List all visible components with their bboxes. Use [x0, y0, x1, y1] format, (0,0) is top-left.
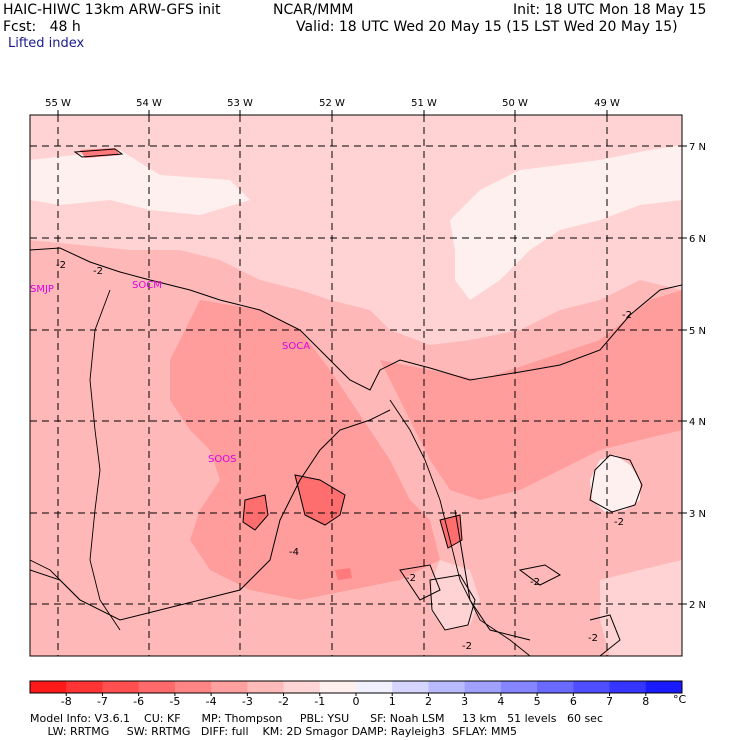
colorbar-tick-label: -6 [133, 695, 145, 708]
contour-label: -2 [530, 577, 540, 588]
colorbar-tick-label: -1 [314, 695, 326, 708]
colorbar-swatch [102, 681, 140, 693]
contour-label: -2 [614, 517, 624, 528]
forecast-hour: Fcst: 48 h [3, 19, 81, 35]
colorbar-swatch [392, 681, 429, 693]
valid-time: Valid: 18 UTC Wed 20 May 15 (15 LST Wed … [296, 19, 678, 35]
lon-label: 53 W [227, 98, 253, 109]
colorbar-tick-label: -4 [205, 695, 217, 708]
contour-labels: -2 -2 -2 -2 -4 -2 -2 -2 -2 -2 [56, 260, 632, 652]
colorbar-swatch [138, 681, 176, 693]
colorbar-tick-label: -7 [96, 695, 108, 708]
colorbar-swatch [319, 681, 357, 693]
colorbar-unit: °C [673, 693, 687, 706]
longitude-labels: 55 W 54 W 53 W 52 W 51 W 50 W 49 W [45, 98, 620, 109]
lon-label: 52 W [319, 98, 345, 109]
colorbar-tick-label: 6 [569, 695, 577, 708]
lon-label: 49 W [594, 98, 620, 109]
station-label: SOOS [208, 454, 236, 465]
field-name: Lifted index [8, 36, 85, 51]
contour-label: -2 [622, 310, 632, 321]
colorbar-tick-label: -2 [278, 695, 290, 708]
colorbar-swatch [464, 681, 502, 693]
colorbar-swatch [500, 681, 538, 693]
station-labels: SMJP SOCM SOCA SOOS [30, 280, 310, 465]
colorbar-swatch [645, 681, 683, 693]
colorbar-swatch [573, 681, 611, 693]
latitude-labels: 7 N 6 N 5 N 4 N 3 N 2 N [689, 142, 706, 611]
colorbar-tick-label: 2 [424, 695, 432, 708]
colorbar-swatch [609, 681, 647, 693]
contour-lines [30, 148, 682, 656]
model-title: HAIC-HIWC 13km ARW-GFS init [3, 2, 221, 18]
lat-label: 6 N [689, 234, 706, 245]
shaded-field [30, 115, 682, 656]
init-time: Init: 18 UTC Mon 18 May 15 [513, 2, 707, 18]
colorbar-swatch [537, 681, 574, 693]
lat-label: 4 N [689, 417, 706, 428]
colorbar-tick-label: 3 [461, 695, 469, 708]
lat-label: 3 N [689, 509, 706, 520]
colorbar-swatch [428, 681, 466, 693]
colorbar-tick-label: 1 [388, 695, 396, 708]
colorbar-swatch [30, 681, 67, 693]
contour-label: -4 [289, 547, 299, 558]
lat-label: 5 N [689, 326, 706, 337]
lat-lon-grid [30, 115, 682, 656]
borders [30, 289, 531, 656]
colorbar-tick-label: 0 [352, 695, 360, 708]
colorbar-tick-label: -3 [241, 695, 253, 708]
contour-label: -2 [56, 260, 66, 271]
model-info-line1: Model Info: V3.6.1 CU: KF MP: Thompson P… [30, 712, 603, 725]
contour-label: -2 [406, 573, 416, 584]
colorbar-swatch [356, 681, 393, 693]
contour-label: -2 [462, 641, 472, 652]
lon-label: 54 W [136, 98, 162, 109]
contour-label: -2 [93, 266, 103, 277]
station-label: SMJP [30, 284, 54, 295]
contour-label: -2 [588, 633, 598, 644]
colorbar-tick-label: 8 [642, 695, 650, 708]
lon-label: 50 W [502, 98, 528, 109]
colorbar-swatch [66, 681, 103, 693]
lat-label: 7 N [689, 142, 706, 153]
station-label: SOCA [282, 341, 310, 352]
colorbar-swatch [211, 681, 248, 693]
colorbar-tick-label: -8 [60, 695, 72, 708]
colorbar-swatch [283, 681, 321, 693]
map-frame [29, 114, 683, 657]
lon-label: 55 W [45, 98, 71, 109]
center-name: NCAR/MMM [273, 2, 354, 18]
colorbar-swatch [174, 681, 212, 693]
station-label: SOCM [132, 280, 162, 291]
colorbar-tick-label: 4 [497, 695, 505, 708]
colorbar-tick-label: 5 [533, 695, 541, 708]
lat-label: 2 N [689, 600, 706, 611]
colorbar-tick-label: -5 [169, 695, 181, 708]
lon-label: 51 W [411, 98, 437, 109]
colorbar [29, 680, 683, 696]
model-info-line2: LW: RRTMG SW: RRTMG DIFF: full KM: 2D Sm… [30, 725, 517, 738]
colorbar-swatch [247, 681, 285, 693]
colorbar-tick-label: 7 [606, 695, 614, 708]
tick-marks [57, 110, 687, 605]
